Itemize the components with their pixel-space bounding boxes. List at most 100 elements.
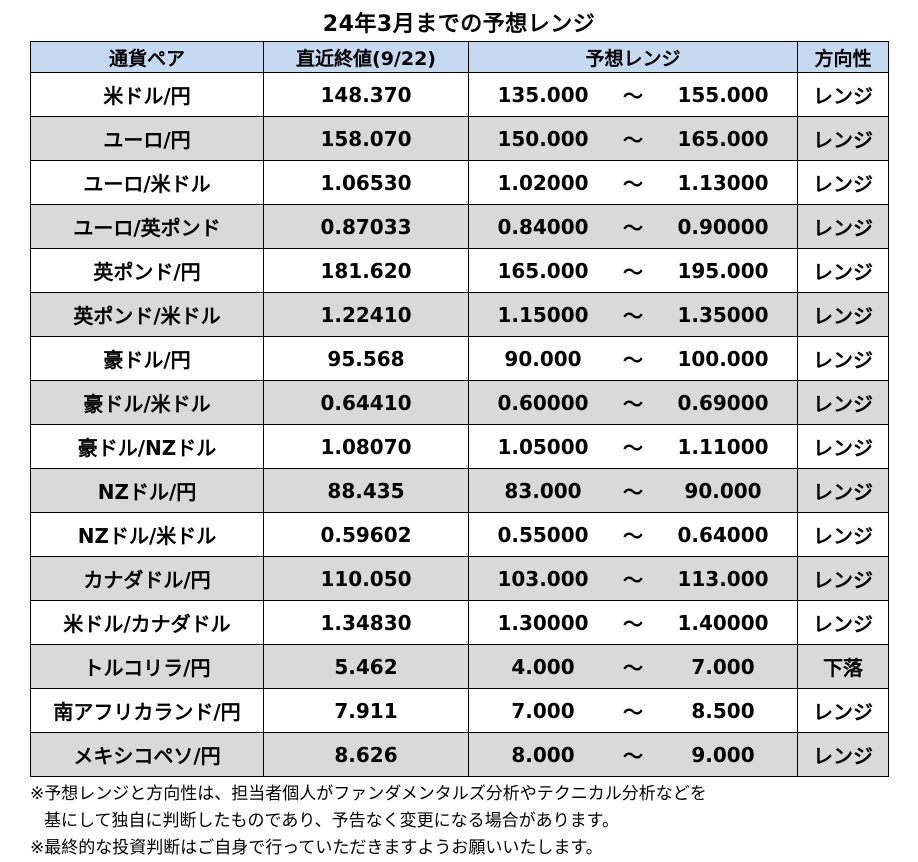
last-close-cell: 1.06530 (263, 160, 469, 205)
note-line: ※予想レンジと方向性は、担当者個人がファンダメンタルズ分析やテクニカル分析などを (30, 784, 707, 804)
table-row: 豪ドル/円 95.568 90.000 ～ 100.000 レンジ (30, 336, 889, 381)
table-row: 英ポンド/米ドル 1.22410 1.15000 ～ 1.35000 レンジ (30, 292, 889, 337)
range-wrapper: 0.60000 ～ 0.69000 (470, 388, 797, 417)
currency-pair-cell: NZドル/円 (30, 468, 264, 513)
table-row: NZドル/円 88.435 83.000 ～ 90.000 レンジ (30, 468, 889, 513)
page-title: 24年3月までの予想レンジ (322, 12, 596, 37)
range-low-value: 135.000 (497, 82, 589, 107)
header-last-close: 直近終値(9/22) (263, 41, 469, 73)
direction-cell: レンジ (797, 292, 889, 337)
table-row: メキシコペソ/円 8.626 8.000 ～ 9.000 レンジ (30, 732, 889, 777)
header-pair: 通貨ペア (30, 41, 264, 73)
direction-cell: レンジ (797, 424, 889, 469)
header-row: 通貨ペア 直近終値(9/22) 予想レンジ 方向性 (30, 41, 889, 73)
forecast-range-cell: 165.000 ～ 195.000 (468, 248, 798, 293)
last-close-cell: 5.462 (263, 644, 469, 689)
table-row: トルコリラ/円 5.462 4.000 ～ 7.000 下落 (30, 644, 889, 689)
range-wrapper: 150.000 ～ 165.000 (470, 124, 797, 153)
last-close-cell: 8.626 (263, 732, 469, 777)
range-separator: ～ (623, 216, 643, 240)
range-high-value: 1.13000 (677, 170, 769, 195)
range-separator: ～ (623, 172, 643, 196)
range-low-value: 1.02000 (497, 170, 589, 195)
direction-cell: レンジ (797, 556, 889, 601)
range-low-value: 150.000 (497, 126, 589, 151)
range-high-value: 7.000 (691, 654, 755, 679)
table-row: NZドル/米ドル 0.59602 0.55000 ～ 0.64000 レンジ (30, 512, 889, 557)
table-row: 豪ドル/米ドル 0.64410 0.60000 ～ 0.69000 レンジ (30, 380, 889, 425)
range-low-value: 165.000 (497, 258, 589, 283)
range-high-value: 113.000 (677, 566, 769, 591)
forecast-range-cell: 0.84000 ～ 0.90000 (468, 204, 798, 249)
range-high-value: 165.000 (677, 126, 769, 151)
forecast-range-cell: 1.05000 ～ 1.11000 (468, 424, 798, 469)
range-separator: ～ (623, 744, 643, 768)
table-row: ユーロ/英ポンド 0.87033 0.84000 ～ 0.90000 レンジ (30, 204, 889, 249)
range-wrapper: 135.000 ～ 155.000 (470, 80, 797, 109)
forecast-range-cell: 83.000 ～ 90.000 (468, 468, 798, 513)
range-high-value: 195.000 (677, 258, 769, 283)
range-high-value: 155.000 (677, 82, 769, 107)
last-close-cell: 148.370 (263, 72, 469, 117)
last-close-cell: 0.87033 (263, 204, 469, 249)
currency-pair-cell: ユーロ/英ポンド (30, 204, 264, 249)
last-close-cell: 0.59602 (263, 512, 469, 557)
range-high-value: 0.64000 (677, 522, 769, 547)
range-wrapper: 4.000 ～ 7.000 (470, 652, 797, 681)
direction-cell: レンジ (797, 248, 889, 293)
range-low-value: 8.000 (511, 742, 575, 767)
forecast-range-cell: 150.000 ～ 165.000 (468, 116, 798, 161)
range-separator: ～ (623, 524, 643, 548)
forecast-range-cell: 0.60000 ～ 0.69000 (468, 380, 798, 425)
range-low-value: 83.000 (504, 478, 582, 503)
forecast-range-cell: 0.55000 ～ 0.64000 (468, 512, 798, 557)
range-separator: ～ (623, 436, 643, 460)
direction-cell: レンジ (797, 336, 889, 381)
note-line: 基にして独自に判断したものであり、予告なく変更になる場合があります。 (44, 811, 619, 831)
range-low-value: 0.55000 (497, 522, 589, 547)
direction-cell: レンジ (797, 116, 889, 161)
range-wrapper: 103.000 ～ 113.000 (470, 564, 797, 593)
range-wrapper: 8.000 ～ 9.000 (470, 740, 797, 769)
range-low-value: 7.000 (511, 698, 575, 723)
forecast-range-cell: 90.000 ～ 100.000 (468, 336, 798, 381)
forecast-range-cell: 135.000 ～ 155.000 (468, 72, 798, 117)
currency-pair-cell: カナダドル/円 (30, 556, 264, 601)
note-line: ※最終的な投資判断はご自身で行っていただきますようお願いいたします。 (30, 838, 603, 858)
currency-pair-cell: 米ドル/カナダドル (30, 600, 264, 645)
range-separator: ～ (623, 304, 643, 328)
range-high-value: 100.000 (677, 346, 769, 371)
range-high-value: 1.11000 (677, 434, 769, 459)
last-close-cell: 1.08070 (263, 424, 469, 469)
range-separator: ～ (623, 84, 643, 108)
range-wrapper: 165.000 ～ 195.000 (470, 256, 797, 285)
table-row: 米ドル/カナダドル 1.34830 1.30000 ～ 1.40000 レンジ (30, 600, 889, 645)
range-separator: ～ (623, 480, 643, 504)
currency-pair-cell: 英ポンド/円 (30, 248, 264, 293)
range-separator: ～ (623, 656, 643, 680)
forecast-range-cell: 7.000 ～ 8.500 (468, 688, 798, 733)
direction-cell: レンジ (797, 380, 889, 425)
range-wrapper: 7.000 ～ 8.500 (470, 696, 797, 725)
range-wrapper: 0.84000 ～ 0.90000 (470, 212, 797, 241)
last-close-cell: 158.070 (263, 116, 469, 161)
direction-cell: 下落 (797, 644, 889, 689)
range-low-value: 1.30000 (497, 610, 589, 635)
table-row: 米ドル/円 148.370 135.000 ～ 155.000 レンジ (30, 72, 889, 117)
last-close-cell: 110.050 (263, 556, 469, 601)
range-wrapper: 0.55000 ～ 0.64000 (470, 520, 797, 549)
currency-pair-cell: 豪ドル/米ドル (30, 380, 264, 425)
last-close-cell: 0.64410 (263, 380, 469, 425)
table-body: 米ドル/円 148.370 135.000 ～ 155.000 レンジ ユーロ/円 158.0… (30, 72, 889, 777)
currency-pair-cell: メキシコペソ/円 (30, 732, 264, 777)
currency-pair-cell: 英ポンド/米ドル (30, 292, 264, 337)
currency-pair-cell: ユーロ/米ドル (30, 160, 264, 205)
range-wrapper: 1.02000 ～ 1.13000 (470, 168, 797, 197)
range-low-value: 4.000 (511, 654, 575, 679)
range-high-value: 0.90000 (677, 214, 769, 239)
forecast-range-cell: 1.02000 ～ 1.13000 (468, 160, 798, 205)
last-close-cell: 88.435 (263, 468, 469, 513)
last-close-cell: 7.911 (263, 688, 469, 733)
forecast-range-cell: 8.000 ～ 9.000 (468, 732, 798, 777)
header-forecast-range: 予想レンジ (468, 41, 798, 73)
